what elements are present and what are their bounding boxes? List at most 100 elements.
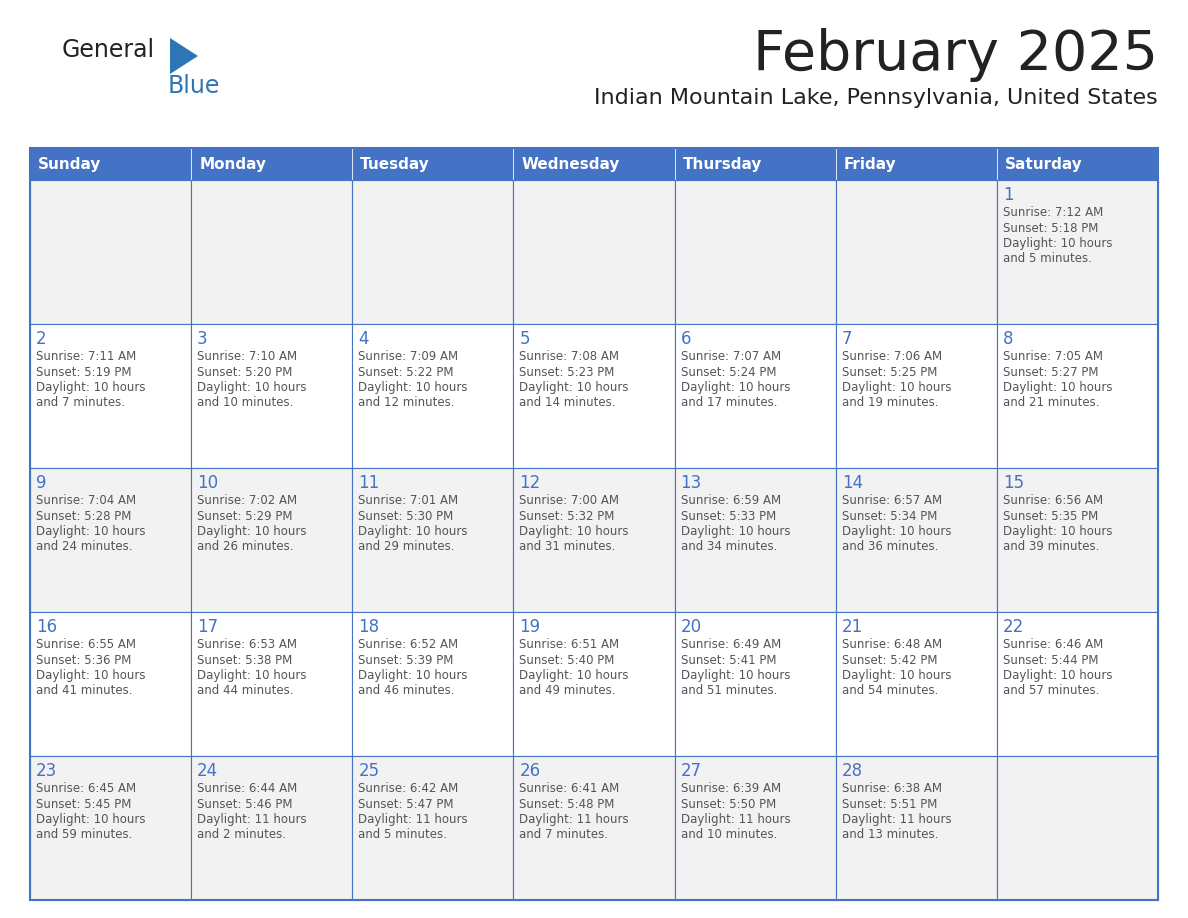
Text: Sunset: 5:34 PM: Sunset: 5:34 PM [842,509,937,522]
Text: Sunset: 5:20 PM: Sunset: 5:20 PM [197,365,292,378]
Text: February 2025: February 2025 [753,28,1158,82]
Text: Sunset: 5:33 PM: Sunset: 5:33 PM [681,509,776,522]
Bar [675,756,835,900]
Bar [191,148,353,180]
Text: and 34 minutes.: and 34 minutes. [681,541,777,554]
Text: 10: 10 [197,474,219,492]
Text: Sunrise: 7:11 AM: Sunrise: 7:11 AM [36,350,137,363]
Bar [835,756,997,900]
Bar [191,612,353,756]
Text: Sunset: 5:19 PM: Sunset: 5:19 PM [36,365,132,378]
Bar [353,756,513,900]
Text: Daylight: 11 hours: Daylight: 11 hours [359,813,468,826]
Text: Sunrise: 7:01 AM: Sunrise: 7:01 AM [359,494,459,507]
Bar [353,148,513,180]
Text: Sunrise: 6:52 AM: Sunrise: 6:52 AM [359,638,459,651]
Text: Daylight: 10 hours: Daylight: 10 hours [359,525,468,538]
Text: 24: 24 [197,762,219,780]
Text: Daylight: 10 hours: Daylight: 10 hours [842,669,952,682]
Text: Daylight: 10 hours: Daylight: 10 hours [519,669,628,682]
Text: Daylight: 10 hours: Daylight: 10 hours [842,525,952,538]
Bar [513,468,675,612]
Bar [675,612,835,756]
Bar [675,148,835,180]
Bar [191,468,353,612]
Bar [353,180,513,324]
Text: 12: 12 [519,474,541,492]
Text: Wednesday: Wednesday [522,156,620,172]
Text: Sunrise: 6:56 AM: Sunrise: 6:56 AM [1003,494,1102,507]
Text: and 21 minutes.: and 21 minutes. [1003,397,1099,409]
Bar [675,324,835,468]
Text: Thursday: Thursday [683,156,762,172]
Text: Sunrise: 6:51 AM: Sunrise: 6:51 AM [519,638,620,651]
Text: Sunset: 5:25 PM: Sunset: 5:25 PM [842,365,937,378]
Text: 19: 19 [519,618,541,636]
Text: Sunrise: 7:12 AM: Sunrise: 7:12 AM [1003,206,1104,219]
Text: Sunrise: 7:02 AM: Sunrise: 7:02 AM [197,494,297,507]
Bar [997,148,1158,180]
Text: 11: 11 [359,474,379,492]
Text: Sunrise: 6:53 AM: Sunrise: 6:53 AM [197,638,297,651]
Text: and 12 minutes.: and 12 minutes. [359,397,455,409]
Bar [513,756,675,900]
Bar [513,324,675,468]
Bar [30,612,191,756]
Text: Daylight: 11 hours: Daylight: 11 hours [681,813,790,826]
Text: Blue: Blue [168,74,221,98]
Text: Sunset: 5:22 PM: Sunset: 5:22 PM [359,365,454,378]
Text: Sunrise: 6:55 AM: Sunrise: 6:55 AM [36,638,135,651]
Text: and 2 minutes.: and 2 minutes. [197,829,286,842]
Text: 26: 26 [519,762,541,780]
Bar [30,148,1158,900]
Bar [675,180,835,324]
Text: Sunrise: 6:38 AM: Sunrise: 6:38 AM [842,782,942,795]
Bar [513,180,675,324]
Text: Sunset: 5:45 PM: Sunset: 5:45 PM [36,798,132,811]
Text: Daylight: 11 hours: Daylight: 11 hours [842,813,952,826]
Text: 14: 14 [842,474,862,492]
Bar [997,468,1158,612]
Text: 15: 15 [1003,474,1024,492]
Text: Sunset: 5:39 PM: Sunset: 5:39 PM [359,654,454,666]
Text: and 31 minutes.: and 31 minutes. [519,541,615,554]
Text: Sunset: 5:23 PM: Sunset: 5:23 PM [519,365,615,378]
Text: Saturday: Saturday [1005,156,1082,172]
Text: Daylight: 10 hours: Daylight: 10 hours [681,381,790,394]
Text: Sunrise: 6:42 AM: Sunrise: 6:42 AM [359,782,459,795]
Text: 17: 17 [197,618,219,636]
Text: Daylight: 10 hours: Daylight: 10 hours [359,669,468,682]
Text: Sunrise: 7:06 AM: Sunrise: 7:06 AM [842,350,942,363]
Text: Indian Mountain Lake, Pennsylvania, United States: Indian Mountain Lake, Pennsylvania, Unit… [594,88,1158,108]
Bar [997,324,1158,468]
Text: Sunset: 5:51 PM: Sunset: 5:51 PM [842,798,937,811]
Text: Daylight: 10 hours: Daylight: 10 hours [1003,237,1112,250]
Text: Sunset: 5:24 PM: Sunset: 5:24 PM [681,365,776,378]
Bar [997,756,1158,900]
Bar [997,180,1158,324]
Text: and 5 minutes.: and 5 minutes. [1003,252,1092,265]
Text: Sunrise: 6:57 AM: Sunrise: 6:57 AM [842,494,942,507]
Text: General: General [62,38,156,62]
Text: 3: 3 [197,330,208,348]
Text: 6: 6 [681,330,691,348]
Text: Daylight: 10 hours: Daylight: 10 hours [681,669,790,682]
Text: Sunrise: 6:59 AM: Sunrise: 6:59 AM [681,494,781,507]
Text: and 36 minutes.: and 36 minutes. [842,541,939,554]
Bar [353,324,513,468]
Bar [353,612,513,756]
Text: Daylight: 10 hours: Daylight: 10 hours [197,381,307,394]
Text: 8: 8 [1003,330,1013,348]
Text: Tuesday: Tuesday [360,156,430,172]
Text: Sunset: 5:35 PM: Sunset: 5:35 PM [1003,509,1098,522]
Text: Sunset: 5:41 PM: Sunset: 5:41 PM [681,654,776,666]
Bar [997,612,1158,756]
Text: 23: 23 [36,762,57,780]
Bar [513,612,675,756]
Text: 7: 7 [842,330,852,348]
Text: Daylight: 10 hours: Daylight: 10 hours [1003,669,1112,682]
Text: 20: 20 [681,618,702,636]
Text: and 59 minutes.: and 59 minutes. [36,829,132,842]
Text: Sunset: 5:28 PM: Sunset: 5:28 PM [36,509,132,522]
Text: and 46 minutes.: and 46 minutes. [359,685,455,698]
